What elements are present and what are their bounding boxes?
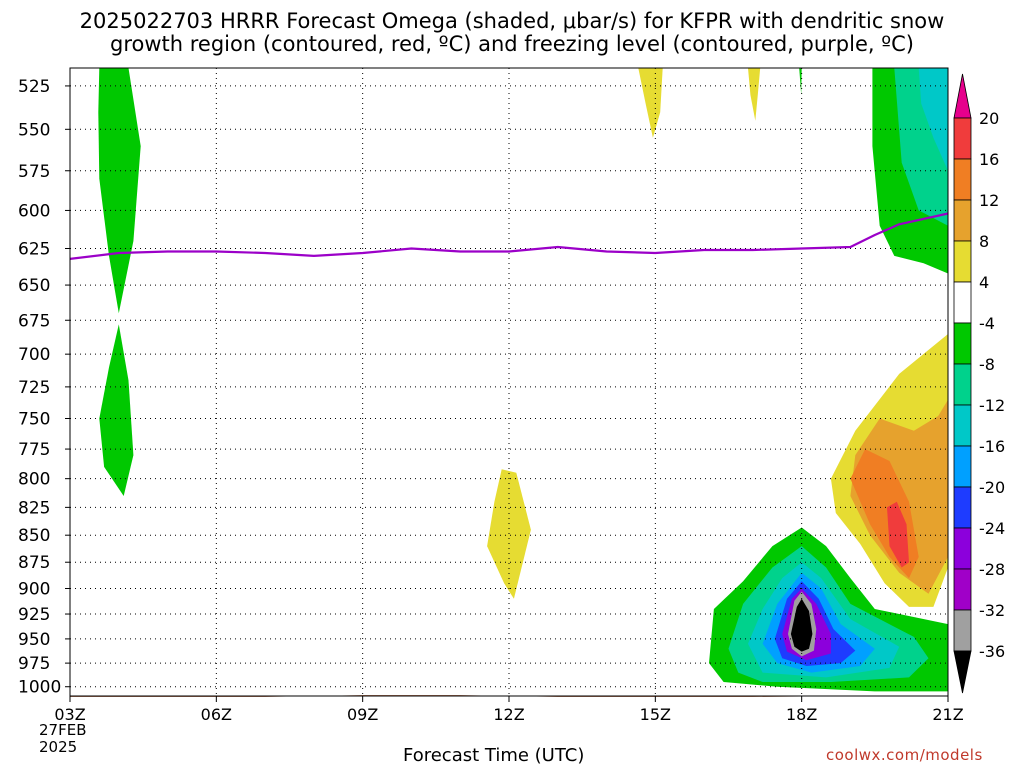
colorbar-label: 8 (979, 232, 989, 251)
x-date-label: 27FEB (39, 721, 87, 739)
y-tick-label: 1000 (18, 678, 61, 698)
y-tick-label: 825 (18, 498, 50, 518)
colorbar-bin-13 (953, 609, 972, 652)
colorbar-label: -12 (979, 396, 1005, 415)
omega-region-4 (748, 68, 761, 121)
y-tick-label: 850 (18, 526, 50, 546)
y-tick-label: 700 (18, 345, 50, 365)
colorbar-label: -24 (979, 519, 1005, 538)
x-tick-label: 15Z (640, 705, 671, 724)
omega-region-1 (99, 324, 134, 496)
x-tick-label: 18Z (786, 705, 817, 724)
colorbar-bin-10 (953, 486, 972, 529)
y-tick-label: 775 (18, 440, 50, 460)
colorbar-top-arrow (953, 73, 972, 119)
chart-title-line-2: growth region (contoured, red, ºC) and f… (110, 32, 914, 56)
colorbar-bin-8 (953, 404, 972, 447)
omega-region-12 (887, 501, 909, 568)
time-axis: 03Z 06Z 09Z 12Z 15Z 18Z 21Z (54, 696, 964, 724)
colorbar-label: -32 (979, 601, 1005, 620)
y-tick-label: 600 (18, 201, 50, 221)
credit-text: coolwx.com/models (826, 746, 983, 764)
x-tick-label: 03Z (54, 705, 85, 724)
y-tick-label: 750 (18, 409, 50, 429)
y-tick-label: 950 (18, 630, 50, 650)
colorbar-label: -28 (979, 560, 1005, 579)
colorbar-label: 20 (979, 109, 999, 128)
x-tick-label: 06Z (201, 705, 232, 724)
y-tick-label: 625 (18, 239, 50, 259)
omega-shading (98, 68, 948, 692)
y-tick-label: 550 (18, 120, 50, 140)
colorbar-bin-12 (953, 568, 972, 611)
colorbar-label: -8 (979, 355, 995, 374)
y-tick-label: 800 (18, 470, 50, 490)
y-tick-label: 525 (18, 77, 50, 97)
colorbar-bin-2 (953, 158, 972, 201)
omega-region-0 (98, 68, 141, 314)
omega-region-2 (487, 469, 531, 599)
x-tick-label: 12Z (493, 705, 524, 724)
colorbar-bin-7 (953, 363, 972, 406)
colorbar-bin-4 (953, 240, 972, 283)
freezing-level-line (69, 212, 949, 260)
colorbar-bin-6 (953, 322, 972, 365)
y-tick-label: 875 (18, 553, 50, 573)
y-tick-label: 900 (18, 579, 50, 599)
colorbar-bin-9 (953, 445, 972, 488)
y-tick-label: 925 (18, 605, 50, 625)
y-tick-label: 975 (18, 654, 50, 674)
y-tick-label: 650 (18, 276, 50, 296)
omega-colorbar: 20 16 12 8 4 -4 -8 -12 -16 -20 -24 -28 -32 -36 (953, 73, 1005, 694)
colorbar-label: 16 (979, 150, 999, 169)
colorbar-bin-1 (953, 117, 972, 160)
omega-region-5 (799, 68, 802, 95)
y-tick-label: 725 (18, 378, 50, 398)
colorbar-label: 4 (979, 273, 989, 292)
colorbar-bin-11 (953, 527, 972, 570)
freezing-level-contour (69, 212, 949, 260)
omega-region-3 (638, 68, 663, 138)
colorbar-bin-5 (953, 281, 972, 324)
chart-title-line-1: 2025022703 HRRR Forecast Omega (shaded, … (79, 9, 945, 33)
omega-region-20 (790, 598, 813, 652)
colorbar-label: -20 (979, 478, 1005, 497)
x-year-label: 2025 (39, 738, 78, 756)
colorbar-label: -4 (979, 314, 995, 333)
x-tick-label: 21Z (932, 705, 963, 724)
x-tick-label: 09Z (347, 705, 378, 724)
y-tick-label: 675 (18, 311, 50, 331)
colorbar-bin-3 (953, 199, 972, 242)
colorbar-bottom-arrow (953, 650, 972, 694)
colorbar-label: -36 (979, 642, 1005, 661)
x-axis-label: Forecast Time (UTC) (403, 745, 585, 766)
colorbar-label: -16 (979, 437, 1005, 456)
pressure-axis: 525 550 575 600 625 650 675 700 725 750 775 800 825 8… (18, 77, 70, 698)
colorbar-label: 12 (979, 191, 999, 210)
y-tick-label: 575 (18, 162, 50, 182)
omega-region-8 (918, 68, 948, 171)
